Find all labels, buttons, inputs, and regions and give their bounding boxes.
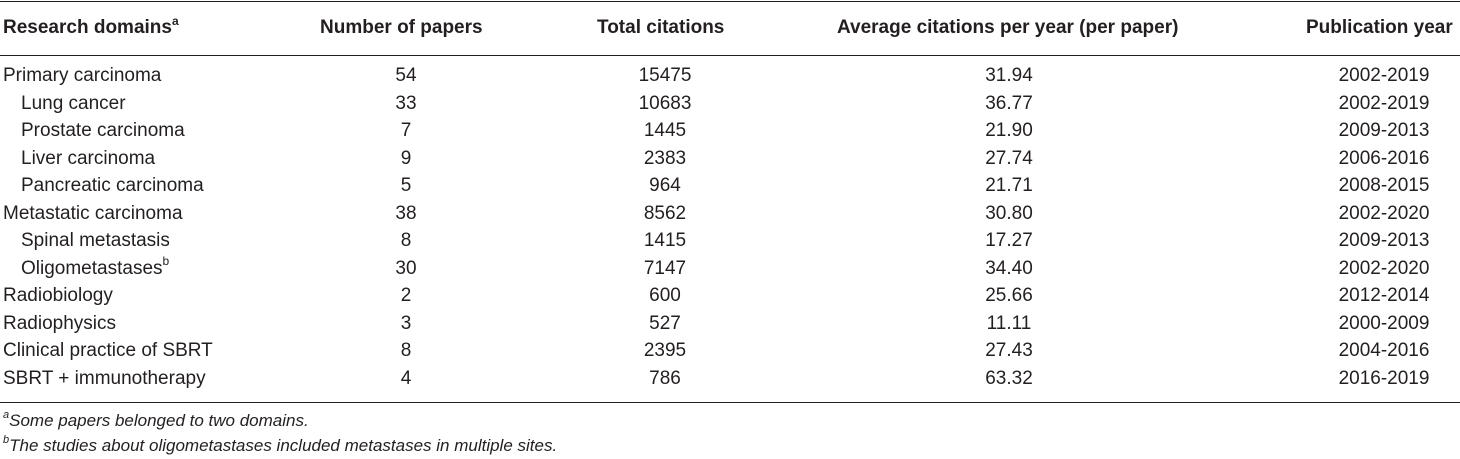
cell-number-of-papers: 8 (400, 230, 412, 251)
table-row: Metastatic carcinoma 38 8562 30.80 2002-2020 (0, 200, 1460, 228)
cell-number-of-papers: 7 (400, 120, 412, 141)
cell-research-domain: Radiophysics (3, 312, 116, 334)
table-row: Clinical practice of SBRT 8 2395 27.43 2004-… (0, 337, 1460, 365)
cell-publication-year: 2002-2020 (1338, 202, 1430, 224)
header-total-citations: Total citations (597, 17, 725, 38)
cell-total-citations: 15475 (638, 65, 692, 86)
cell-average-citations: 27.74 (985, 147, 1033, 169)
cell-publication-year: 2002-2019 (1338, 65, 1430, 86)
cell-total-citations: 1445 (643, 120, 687, 141)
header-rule (0, 55, 1460, 56)
header-publication-year: Publication year (1306, 17, 1453, 38)
cell-publication-year: 2009-2013 (1338, 230, 1430, 251)
cell-number-of-papers: 5 (400, 175, 412, 196)
cell-publication-year: 2002-2020 (1338, 257, 1430, 279)
cell-average-citations: 31.94 (985, 65, 1033, 86)
table-row: Liver carcinoma 9 2383 27.74 2006-2016 (0, 145, 1460, 173)
cell-number-of-papers: 2 (400, 285, 412, 306)
cell-research-domain: Oligometastasesb (21, 254, 170, 279)
cell-publication-year: 2016-2019 (1338, 367, 1430, 389)
cell-average-citations: 11.11 (986, 312, 1032, 334)
cell-average-citations: 36.77 (985, 92, 1033, 114)
cell-research-domain: SBRT + immunotherapy (3, 367, 206, 389)
cell-total-citations: 600 (649, 285, 681, 306)
cell-publication-year: 2002-2019 (1338, 92, 1430, 114)
cell-total-citations: 527 (649, 312, 681, 334)
table-row: Lung cancer 33 10683 36.77 2002-2019 (0, 90, 1460, 118)
cell-total-citations: 2395 (643, 340, 687, 361)
cell-publication-year: 2004-2016 (1338, 340, 1430, 361)
cell-total-citations: 2383 (643, 147, 687, 169)
cell-publication-year: 2008-2015 (1338, 175, 1430, 196)
table-row: Radiophysics 3 527 11.11 2000-2009 (0, 310, 1460, 338)
cell-research-domain: Metastatic carcinoma (3, 202, 183, 224)
header-number-of-papers: Number of papers (320, 17, 483, 38)
cell-publication-year: 2012-2014 (1338, 285, 1430, 306)
footnote-marker-a: a (171, 13, 179, 28)
cell-number-of-papers: 9 (400, 147, 412, 169)
cell-number-of-papers: 30 (395, 257, 417, 279)
cell-research-domain: Spinal metastasis (21, 230, 170, 251)
table-row: Radiobiology 2 600 25.66 2012-2014 (0, 282, 1460, 310)
table-row: Pancreatic carcinoma 5 964 21.71 2008-2015 (0, 172, 1460, 200)
cell-number-of-papers: 8 (400, 340, 412, 361)
cell-average-citations: 30.80 (985, 202, 1033, 224)
cell-average-citations: 63.32 (985, 367, 1033, 389)
cell-publication-year: 2000-2009 (1338, 312, 1430, 334)
cell-research-domain: Liver carcinoma (21, 147, 156, 169)
footnote-b: bThe studies about oligometastases inclu… (3, 434, 558, 455)
cell-average-citations: 27.43 (985, 340, 1033, 361)
cell-total-citations: 7147 (643, 257, 687, 279)
table-row: Spinal metastasis 8 1415 17.27 2009-2013 (0, 227, 1460, 255)
table-top-rule (0, 1, 1460, 2)
cell-total-citations: 10683 (638, 92, 692, 114)
cell-number-of-papers: 4 (400, 367, 412, 389)
cell-number-of-papers: 3 (400, 312, 412, 334)
cell-research-domain: Pancreatic carcinoma (21, 175, 204, 196)
cell-research-domain: Primary carcinoma (3, 65, 162, 86)
cell-average-citations: 21.90 (985, 120, 1033, 141)
footnote-a: aSome papers belonged to two domains. (3, 409, 309, 430)
cell-research-domain: Clinical practice of SBRT (3, 340, 213, 361)
cell-total-citations: 964 (649, 175, 681, 196)
cell-average-citations: 25.66 (985, 285, 1033, 306)
cell-publication-year: 2009-2013 (1338, 120, 1430, 141)
header-research-domains: Research domainsa (3, 13, 179, 38)
cell-average-citations: 34.40 (985, 257, 1033, 279)
table-row: Primary carcinoma 54 15475 31.94 2002-2019 (0, 62, 1460, 90)
table-bottom-rule (0, 402, 1460, 403)
cell-number-of-papers: 38 (395, 202, 417, 224)
cell-research-domain: Lung cancer (21, 92, 126, 114)
cell-number-of-papers: 54 (395, 65, 417, 86)
table-row: SBRT + immunotherapy 4 786 63.32 2016-2019 (0, 365, 1460, 393)
cell-total-citations: 1415 (643, 230, 687, 251)
footnote-marker-b: b (162, 254, 170, 269)
header-average-citations: Average citations per year (per paper) (837, 17, 1179, 38)
cell-total-citations: 786 (649, 367, 681, 389)
cell-average-citations: 17.27 (985, 230, 1033, 251)
table-row: Oligometastasesb 30 7147 34.40 2002-2020 (0, 255, 1460, 283)
cell-total-citations: 8562 (643, 202, 687, 224)
cell-average-citations: 21.71 (985, 175, 1033, 196)
cell-research-domain: Radiobiology (3, 285, 113, 306)
cell-research-domain: Prostate carcinoma (21, 120, 185, 141)
cell-publication-year: 2006-2016 (1338, 147, 1430, 169)
cell-number-of-papers: 33 (395, 92, 417, 114)
table-row: Prostate carcinoma 7 1445 21.90 2009-2013 (0, 117, 1460, 145)
